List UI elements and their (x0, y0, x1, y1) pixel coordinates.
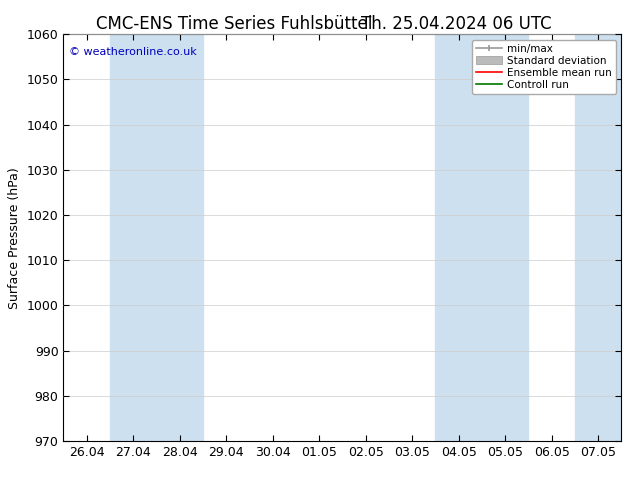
Bar (110, 34, 157, 441)
Bar (157, 34, 203, 441)
Text: Th. 25.04.2024 06 UTC: Th. 25.04.2024 06 UTC (361, 15, 552, 33)
Bar (482, 34, 528, 441)
Text: © weatheronline.co.uk: © weatheronline.co.uk (69, 47, 197, 56)
Bar (436, 34, 482, 441)
Text: CMC-ENS Time Series Fuhlsbüttel: CMC-ENS Time Series Fuhlsbüttel (96, 15, 373, 33)
Bar (575, 34, 621, 441)
Y-axis label: Surface Pressure (hPa): Surface Pressure (hPa) (8, 167, 21, 309)
Legend: min/max, Standard deviation, Ensemble mean run, Controll run: min/max, Standard deviation, Ensemble me… (472, 40, 616, 94)
